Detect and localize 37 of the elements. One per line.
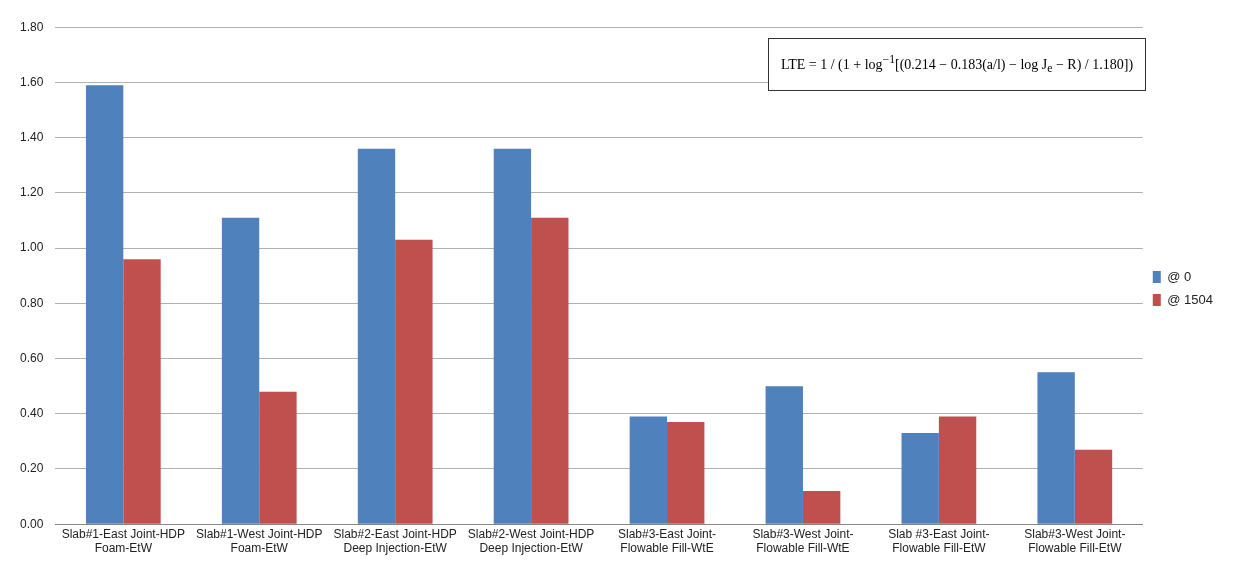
y-tick-label: 0.80 xyxy=(20,295,44,310)
bar xyxy=(802,491,841,524)
y-tick-label: 1.00 xyxy=(20,240,44,255)
x-tick-label: Slab#2-East Joint-HDP Deep Injection-EtW xyxy=(333,526,457,556)
y-tick-label: 1.20 xyxy=(20,185,44,200)
bar xyxy=(901,433,939,524)
bar xyxy=(357,148,396,524)
x-tick-label: Slab #3-East Joint-Flowable Fill-EtW xyxy=(888,526,990,556)
x-tick-label: Slab#3-East Joint-Flowable Fill-WtE xyxy=(618,526,717,556)
y-tick-label: 1.40 xyxy=(20,129,44,144)
bar xyxy=(629,416,668,524)
legend-label: @ 1504 xyxy=(1167,291,1214,307)
bar xyxy=(395,239,433,524)
bar xyxy=(1037,372,1075,524)
bar xyxy=(85,85,124,524)
bar xyxy=(938,416,977,524)
x-tick-label: Slab#1-West Joint-HDP Foam-EtW xyxy=(196,526,323,556)
legend-label: @ 0 xyxy=(1167,268,1192,284)
y-tick-label: 0.40 xyxy=(20,406,44,421)
x-tick-label: Slab#1-East Joint-HDP Foam-EtW xyxy=(61,526,186,556)
x-tick-label: Slab#3-West Joint-Flowable Fill-EtW xyxy=(1024,526,1126,556)
bar xyxy=(531,217,569,524)
annotation: LTE = 1 / (1 + log$^{−1}$[(0.214 − 0.183(a/l) − log J$_{e}$ − R) / 1.180]) xyxy=(768,38,1146,92)
y-tick-label: 0.20 xyxy=(20,461,44,476)
bar xyxy=(1074,449,1113,524)
y-tick-label: 0.00 xyxy=(20,516,44,531)
bar xyxy=(221,217,260,524)
y-tick-label: 1.60 xyxy=(20,74,44,89)
bar xyxy=(493,148,532,524)
y-tick-label: 1.80 xyxy=(20,19,44,34)
bar xyxy=(259,391,297,524)
bar xyxy=(123,259,161,524)
x-tick-label: Slab#3-West Joint-Flowable Fill-WtE xyxy=(752,526,854,556)
y-tick-label: 0.60 xyxy=(20,350,44,365)
bar xyxy=(765,386,803,524)
bar xyxy=(667,422,705,524)
x-tick-label: Slab#2-West Joint-HDP Deep Injection-EtW xyxy=(467,526,595,556)
